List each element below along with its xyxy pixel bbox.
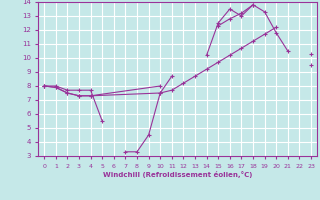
X-axis label: Windchill (Refroidissement éolien,°C): Windchill (Refroidissement éolien,°C) — [103, 171, 252, 178]
